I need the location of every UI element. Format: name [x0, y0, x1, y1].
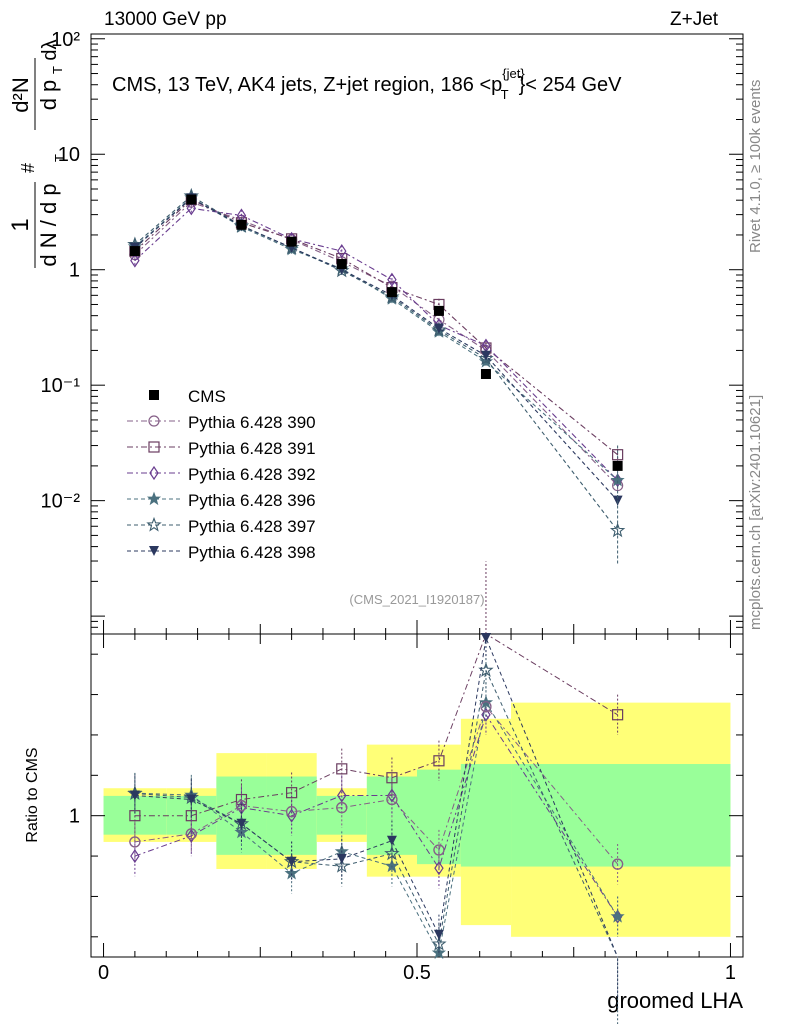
legend-marker-s396 [146, 491, 162, 506]
data-point [386, 287, 397, 298]
legend-marker-s397 [146, 516, 162, 532]
series-point-s392 [130, 253, 140, 268]
y-tick-label: 1 [69, 260, 80, 282]
ratio-line-s391 [134, 633, 618, 817]
ratio-axis-title: Ratio to CMS [24, 747, 41, 842]
series-point-s398 [480, 350, 491, 361]
series-point-s398 [433, 323, 444, 334]
data-point [612, 460, 623, 471]
ratio-point-s396 [610, 909, 625, 923]
legend-label-s397: Pythia 6.428 397 [188, 517, 316, 536]
green-uncertainty-band [460, 764, 512, 867]
ratio-point-s392 [337, 788, 347, 803]
x-axis-title: groomed LHA [607, 988, 743, 1013]
legend-label-s392: Pythia 6.428 392 [188, 465, 316, 484]
y-axis-title-part: 1 [7, 218, 34, 231]
ratio-point-s392 [130, 848, 140, 864]
series-point-s392 [387, 272, 397, 287]
ratio-point-s392 [286, 808, 297, 823]
ratio-point-s392 [387, 788, 397, 803]
data-point [129, 246, 140, 257]
ratio-point-s390 [336, 802, 348, 814]
analysis-tag: (CMS_2021_I1920187) [349, 592, 484, 607]
y-axis-title-part: d p [36, 80, 61, 111]
ratio-point-s390 [386, 793, 398, 806]
ratio-point-s390 [235, 799, 248, 812]
ratio-point-s391 [612, 709, 624, 721]
data-point [236, 219, 247, 230]
ratio-point-s397 [334, 858, 350, 873]
y-tick-label: 10⁻² [41, 491, 81, 513]
ratio-point-s392 [434, 861, 444, 876]
series-point-s392 [337, 243, 347, 259]
ratio-point-s390 [129, 836, 141, 848]
y-axis-title-part: dλ [39, 39, 61, 60]
series-point-s397 [478, 350, 494, 366]
ratio-point-s390 [612, 858, 624, 870]
data-point [480, 368, 491, 379]
x-tick-label: 1 [725, 962, 736, 984]
ratio-point-s391 [386, 772, 398, 784]
y-axis-title-part: # [18, 163, 38, 173]
legend-marker-s392 [149, 465, 159, 481]
ratio-point-s391 [286, 787, 298, 799]
y-tick-label: 10² [51, 29, 80, 51]
ratio-point-s390 [185, 828, 197, 840]
x-tick-label: 0.5 [403, 962, 431, 984]
legend-label-s390: Pythia 6.428 390 [188, 413, 316, 432]
series-point-s391 [612, 449, 624, 461]
ratio-point-s391 [336, 763, 348, 775]
data-point [186, 194, 197, 205]
x-tick-label: 0 [98, 962, 109, 984]
y-axis-title-part: d²N [8, 77, 33, 112]
legend-marker-s398 [149, 546, 159, 556]
legend-marker-s390 [148, 415, 160, 427]
ratio-point-s392 [186, 828, 197, 843]
legend-label-cms: CMS [188, 387, 226, 406]
ratio-point-s390 [286, 806, 298, 818]
ratio-point-s398 [480, 633, 491, 644]
legend-label-s396: Pythia 6.428 396 [188, 491, 316, 510]
y-axis-title-part: T [52, 154, 67, 162]
legend-label-s398: Pythia 6.428 398 [188, 543, 316, 562]
y-axis-title-part: d N / d p [36, 183, 61, 266]
y-tick-label: 10⁻¹ [41, 375, 81, 397]
header-left: 13000 GeV pp [104, 9, 227, 30]
legend-label-s391: Pythia 6.428 391 [188, 439, 316, 458]
data-point [433, 305, 444, 316]
ratio-point-s390 [480, 701, 492, 713]
upper-plot-title: CMS, 13 TeV, AK4 jets, Z+jet region, 186… [112, 66, 622, 102]
ratio-point-s397 [478, 662, 494, 677]
series-line-s396 [134, 197, 618, 481]
green-uncertainty-band [511, 764, 731, 867]
ratio-line-s392 [134, 713, 619, 917]
y-axis-title-part: T [50, 66, 65, 74]
ratio-tick-label: 1 [69, 806, 80, 828]
ratio-point-s390 [433, 844, 445, 856]
data-point [286, 236, 297, 247]
series-point-s392 [186, 201, 197, 216]
ratio-point-s398 [129, 790, 140, 801]
ratio-line-s397 [134, 668, 619, 958]
ratio-point-s391 [433, 755, 445, 767]
ratio-point-s392 [481, 707, 491, 722]
legend-marker-cms [149, 390, 159, 400]
y-tick-label: 10 [58, 144, 80, 166]
ratio-line-s398 [134, 636, 619, 958]
ratio-point-s397 [384, 845, 400, 861]
ratio-point-s398 [386, 835, 397, 846]
series-line-s397 [134, 195, 619, 531]
header-right: Z+Jet [670, 9, 719, 30]
ratio-point-s398 [433, 929, 444, 940]
legend-marker-s391 [148, 441, 160, 453]
data-point [336, 259, 347, 270]
